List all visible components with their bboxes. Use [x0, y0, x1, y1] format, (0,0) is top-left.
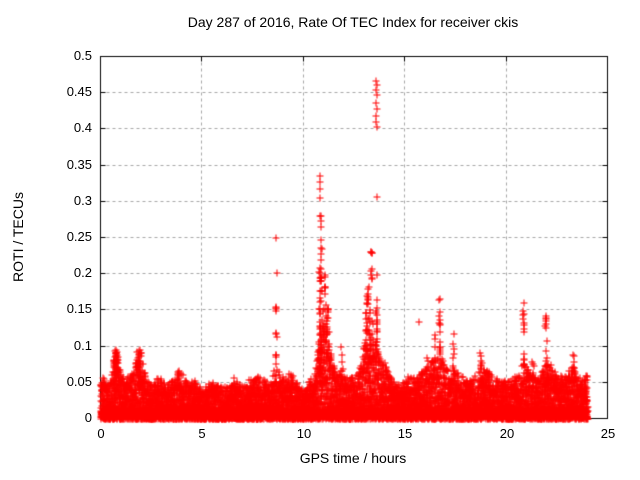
- x-tick-label: 10: [296, 426, 312, 441]
- x-axis-label: GPS time / hours: [299, 450, 407, 466]
- y-tick-label: 0.2: [73, 265, 92, 280]
- y-tick-label: 0.15: [66, 301, 92, 316]
- y-tick-label: 0.5: [73, 48, 92, 63]
- y-tick-label: 0.45: [66, 84, 92, 99]
- y-tick-label: 0.25: [66, 229, 92, 244]
- x-tick-label: 20: [499, 426, 515, 441]
- x-tick-label: 15: [397, 426, 413, 441]
- y-tick-label: 0.05: [66, 374, 92, 389]
- y-tick-label: 0.3: [73, 193, 92, 208]
- x-tick-label: 5: [198, 426, 206, 441]
- x-tick-label: 0: [97, 426, 105, 441]
- x-tick-label: 25: [600, 426, 616, 441]
- y-tick-label: 0.4: [73, 120, 92, 135]
- chart-title: Day 287 of 2016, Rate Of TEC Index for r…: [187, 14, 519, 30]
- y-tick-label: 0: [84, 410, 92, 425]
- y-tick-label: 0.35: [66, 157, 92, 172]
- y-axis-label: ROTI / TECUs: [10, 192, 26, 282]
- y-tick-label: 0.1: [73, 338, 92, 353]
